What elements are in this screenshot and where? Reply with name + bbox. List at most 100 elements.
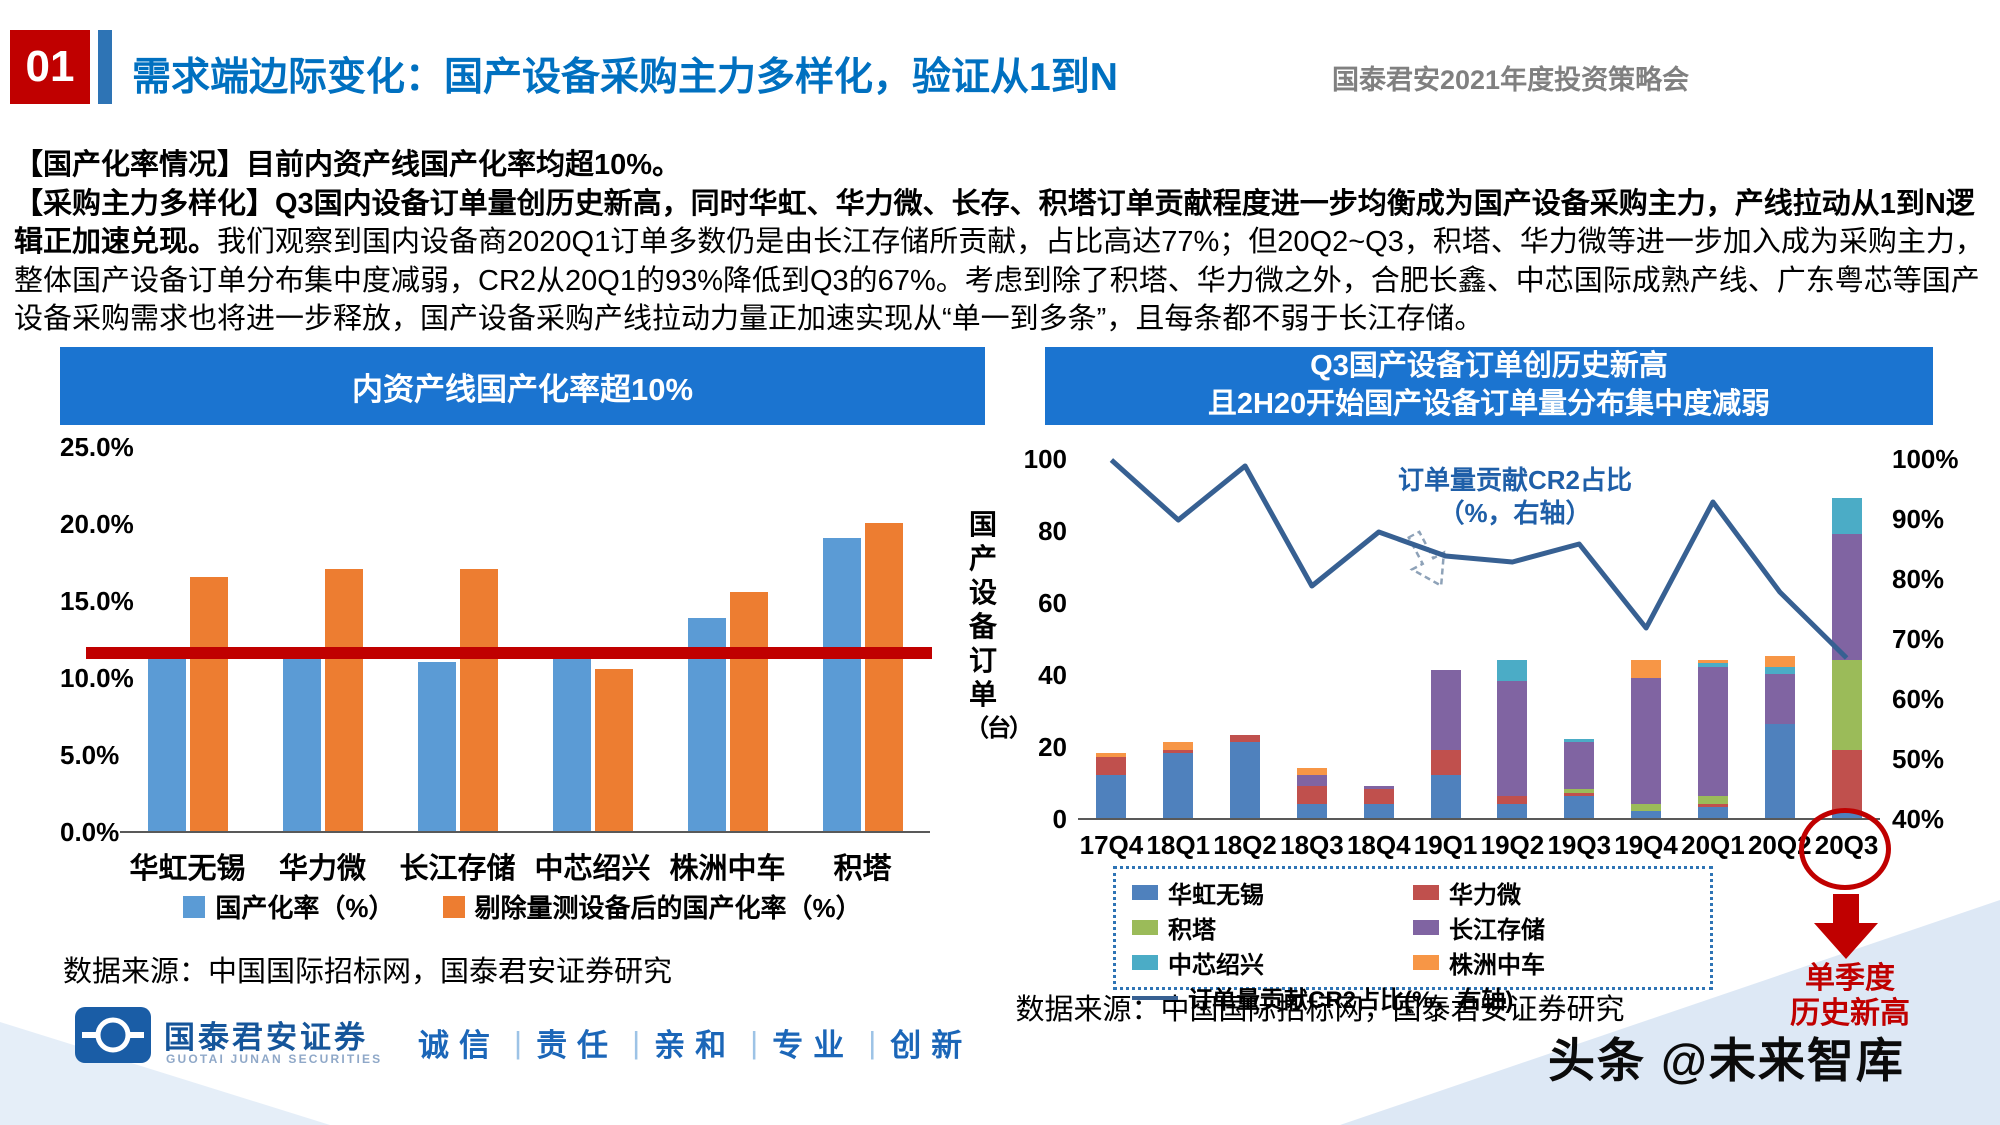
cr2-line: [1109, 458, 1849, 660]
stack-segment-株洲中车: [1631, 659, 1662, 678]
stack-segment-积塔: [1564, 789, 1595, 793]
right-x-label: 19Q4: [1614, 830, 1678, 860]
right-x-label: 18Q2: [1213, 830, 1277, 860]
stack-segment-中芯绍兴: [1497, 659, 1528, 682]
stack-segment-长江存储: [1296, 774, 1327, 786]
right-plot-area: [1078, 458, 1880, 820]
right-chart-right-tick: 40%: [1892, 804, 1945, 834]
header-accent-bar: [98, 30, 112, 104]
stack-segment-华虹无锡: [1096, 774, 1127, 818]
stack-segment-华力微: [1564, 792, 1595, 797]
stack-segment-华虹无锡: [1296, 803, 1327, 818]
stack-segment-华力微: [1697, 803, 1728, 808]
legend-label: 积塔: [1168, 917, 1216, 944]
legend-item: 剔除量测设备后的国产化率（%）: [442, 888, 862, 925]
right-chart-title-line2: 且2H20开始国产设备订单量分布集中度减弱: [1207, 388, 1771, 420]
bar-剔除量测设备后的国产化率（%）: [729, 592, 768, 831]
left-x-label: 华虹无锡: [129, 853, 246, 885]
right-chart-right-tick: 70%: [1892, 624, 1945, 654]
record-high-callout: 单季度 历史新高: [1770, 962, 1930, 1031]
page-title: 需求端边际变化：国产设备采购主力多样化，验证从1到N: [132, 56, 1118, 99]
legend-label: 株洲中车: [1449, 952, 1545, 979]
slogan-separator: |: [750, 1024, 759, 1060]
slogan-word: 诚信: [418, 1028, 500, 1063]
right-x-label: 18Q4: [1346, 830, 1411, 860]
left-x-label: 积塔: [833, 853, 892, 885]
slogan-word: 创新: [890, 1028, 973, 1063]
stack-segment-华虹无锡: [1163, 753, 1194, 818]
slogan-word: 专业: [772, 1028, 855, 1063]
right-chart-legend: 华虹无锡 华力微 积塔 长江存储 中芯绍兴 株洲中车 订单量贡献CR2占比(%，右轴): [1113, 866, 1713, 1014]
right-x-label: 18Q3: [1280, 830, 1344, 860]
stack-segment-中芯绍兴: [1831, 497, 1862, 534]
left-chart-title-bar: 内资产线国产化率超10%: [60, 347, 985, 425]
stack-segment-华虹无锡: [1631, 810, 1662, 818]
y-axis-char: 设: [968, 577, 997, 608]
legend-item: 株洲中车: [1413, 945, 1694, 980]
stack-segment-华虹无锡: [1363, 803, 1394, 818]
legend-label: 中芯绍兴: [1168, 952, 1264, 979]
slide-number-badge: 01: [10, 30, 90, 104]
stack-segment-积塔: [1697, 796, 1728, 804]
stack-segment-华力微: [1363, 789, 1394, 804]
bar-剔除量测设备后的国产化率（%）: [459, 569, 498, 831]
left-plot-area: [120, 448, 930, 833]
stack-segment-株洲中车: [1296, 767, 1327, 775]
stack-segment-华力微: [1831, 749, 1862, 811]
left-y-tick: 10.0%: [60, 663, 134, 693]
red-threshold-line: [86, 646, 932, 659]
right-chart-right-tick: 100%: [1892, 444, 1959, 474]
slogan-separator: |: [514, 1024, 523, 1060]
slogan-separator: |: [868, 1024, 877, 1060]
stack-segment-长江存储: [1764, 674, 1795, 725]
legend-label: 订单量贡献CR2占比(%，右轴): [1188, 987, 1514, 1014]
stack-segment-中芯绍兴: [1564, 738, 1595, 743]
legend-swatch: [1413, 885, 1439, 900]
stack-segment-华力微: [1163, 749, 1194, 754]
right-stacked-bar-line-chart: 国产设备订单 （台） 订单量贡献CR2占比 （%，右轴） 0 20 40 60 80 100…: [955, 438, 1965, 863]
bar-国产化率（%）: [552, 653, 591, 831]
stack-segment-株洲中车: [1096, 753, 1127, 757]
stack-segment-华力微: [1430, 749, 1461, 775]
stack-segment-株洲中车: [1764, 656, 1795, 667]
right-x-label: 20Q1: [1681, 830, 1745, 860]
left-y-tick: 5.0%: [60, 740, 120, 770]
stack-segment-中芯绍兴: [1697, 663, 1728, 667]
stack-segment-华力微: [1497, 796, 1528, 804]
highlight-circle: [1799, 808, 1891, 890]
stack-segment-长江存储: [1497, 681, 1528, 797]
stack-segment-长江存储: [1631, 677, 1662, 804]
y-axis-char: 备: [968, 611, 997, 642]
stack-segment-华力微: [1096, 756, 1127, 775]
right-chart-right-tick: 60%: [1892, 684, 1945, 714]
legend-label: 剔除量测设备后的国产化率（%）: [474, 893, 862, 923]
stack-segment-积塔: [1631, 803, 1662, 811]
left-x-label: 中芯绍兴: [534, 853, 651, 885]
stack-segment-长江存储: [1430, 670, 1461, 750]
right-x-label: 18Q1: [1146, 830, 1211, 860]
stack-segment-长江存储: [1831, 533, 1862, 660]
callout-line2: 历史新高: [1790, 996, 1910, 1030]
header-conference-label: 国泰君安2021年度投资策略会: [1332, 65, 1690, 95]
cr2-annotation-line1: 订单量贡献CR2占比: [1397, 465, 1632, 495]
left-chart-title: 内资产线国产化率超10%: [351, 371, 694, 407]
left-y-tick: 20.0%: [60, 509, 134, 539]
stack-segment-华虹无锡: [1697, 807, 1728, 818]
bar-剔除量测设备后的国产化率（%）: [189, 576, 228, 831]
right-chart-left-tick: 60: [1038, 588, 1067, 618]
stack-segment-长江存储: [1697, 666, 1728, 797]
y-axis-char: 单: [968, 679, 997, 710]
slogan-separator: |: [632, 1024, 641, 1060]
stack-segment-长江存储: [1564, 742, 1595, 790]
bar-国产化率（%）: [822, 538, 861, 831]
brand-name: 国泰君安证券: [164, 1020, 368, 1055]
right-chart-left-tick: 80: [1038, 516, 1067, 546]
brand-slogan: 诚信 | 责任 | 亲和 | 专业 | 创新: [418, 1020, 972, 1065]
right-chart-left-tick: 40: [1038, 660, 1067, 690]
cr2-annotation-line2: （%，右轴）: [1438, 497, 1592, 528]
right-chart-title-line1: Q3国产设备订单创历史新高: [1310, 350, 1668, 383]
left-y-tick: 0.0%: [60, 817, 120, 847]
legend-item: 长江存储: [1413, 910, 1694, 945]
right-chart-title-bar: Q3国产设备订单创历史新高 且2H20开始国产设备订单量分布集中度减弱: [1045, 347, 1933, 425]
